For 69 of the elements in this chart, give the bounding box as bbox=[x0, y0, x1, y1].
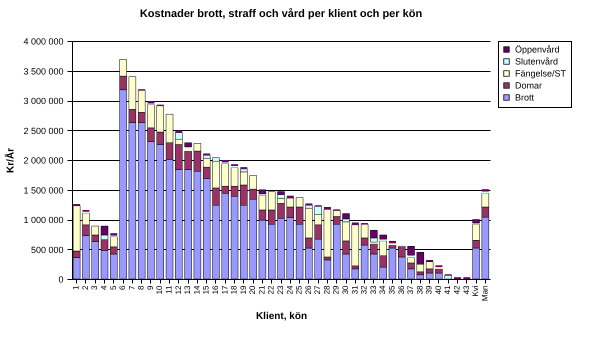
bar bbox=[444, 275, 452, 280]
x-tick-label: 12 bbox=[174, 284, 183, 294]
legend-label: Öppenvård bbox=[515, 44, 560, 54]
x-tick-label: 18 bbox=[230, 284, 239, 294]
x-tick-label: 40 bbox=[434, 284, 443, 294]
chart-title: Kostnader brott, straff och vård per klient och per kön bbox=[140, 7, 422, 20]
x-tick-label: 30 bbox=[341, 284, 350, 294]
x-tick-label: 37 bbox=[406, 284, 416, 294]
x-tick-label: 4 bbox=[100, 284, 109, 290]
x-tick-label: 31 bbox=[350, 284, 360, 294]
x-tick-label: 41 bbox=[443, 284, 452, 294]
y-tick-label: 1 000 000 bbox=[23, 215, 64, 225]
x-tick-label: 14 bbox=[192, 284, 202, 294]
x-tick-label: 10 bbox=[155, 284, 164, 294]
x-tick-label: 36 bbox=[396, 284, 406, 294]
x-tick-label: Man bbox=[480, 286, 490, 302]
x-tick-label: 43 bbox=[462, 284, 471, 294]
x-axis-title: Klient, kön bbox=[256, 311, 308, 322]
x-tick-label: 39 bbox=[424, 284, 434, 294]
bar bbox=[184, 148, 192, 152]
x-tick-label: 33 bbox=[368, 284, 378, 294]
x-tick-label: 21 bbox=[257, 284, 266, 294]
bar bbox=[482, 189, 489, 192]
x-tick-label: 32 bbox=[360, 284, 369, 294]
y-tick-label: 0 bbox=[58, 274, 64, 284]
x-tick-label: 15 bbox=[202, 284, 211, 294]
x-tick-label: 1 bbox=[72, 284, 81, 290]
x-tick-label: 7 bbox=[127, 284, 136, 290]
x-tick-label: 26 bbox=[304, 284, 313, 294]
y-tick-label: 4 000 000 bbox=[23, 36, 64, 46]
x-tick-label: 19 bbox=[238, 284, 248, 294]
x-tick-label: 17 bbox=[220, 284, 230, 294]
x-tick-label: 13 bbox=[183, 284, 192, 294]
x-tick-label: 2 bbox=[80, 284, 90, 290]
legend-label: Domar bbox=[515, 80, 542, 90]
y-tick-label: 500 000 bbox=[30, 244, 64, 255]
x-tick-label: 35 bbox=[387, 284, 396, 294]
legend-label: Brott bbox=[515, 92, 535, 102]
x-tick-label: Kvi bbox=[471, 285, 480, 297]
x-tick-label: 28 bbox=[322, 284, 332, 294]
x-tick-label: 8 bbox=[136, 284, 146, 290]
y-tick-label: 3 500 000 bbox=[23, 66, 64, 76]
y-tick-label: 2 500 000 bbox=[23, 126, 64, 136]
y-tick-label: 1 500 000 bbox=[23, 185, 64, 196]
bar bbox=[352, 222, 359, 225]
bar bbox=[286, 196, 294, 198]
x-tick-label: 16 bbox=[210, 284, 220, 294]
legend-label: Fängelse/ST bbox=[515, 68, 567, 78]
x-tick-label: 22 bbox=[266, 284, 276, 294]
x-tick-label: 3 bbox=[90, 284, 100, 290]
x-tick-label: 42 bbox=[452, 284, 462, 294]
x-tick-label: 34 bbox=[378, 284, 388, 294]
x-tick-label: 9 bbox=[146, 284, 155, 290]
legend-label: Slutenvård bbox=[515, 56, 558, 66]
x-tick-label: 38 bbox=[415, 284, 424, 294]
x-tick-label: 6 bbox=[118, 284, 128, 290]
x-tick-label: 27 bbox=[313, 284, 322, 294]
x-tick-label: 25 bbox=[294, 284, 304, 294]
y-tick-label: 2 000 000 bbox=[23, 156, 64, 166]
x-tick-label: 29 bbox=[332, 284, 341, 294]
x-tick-label: 11 bbox=[164, 284, 174, 294]
x-tick-label: 23 bbox=[276, 284, 285, 294]
x-tick-label: 24 bbox=[285, 284, 294, 294]
x-tick-label: 5 bbox=[108, 284, 118, 290]
y-axis-title: Kr/År bbox=[4, 148, 16, 174]
bar bbox=[110, 233, 118, 236]
y-tick-label: 3 000 000 bbox=[23, 96, 64, 106]
bar bbox=[388, 240, 396, 244]
x-tick-label: 20 bbox=[248, 284, 258, 294]
